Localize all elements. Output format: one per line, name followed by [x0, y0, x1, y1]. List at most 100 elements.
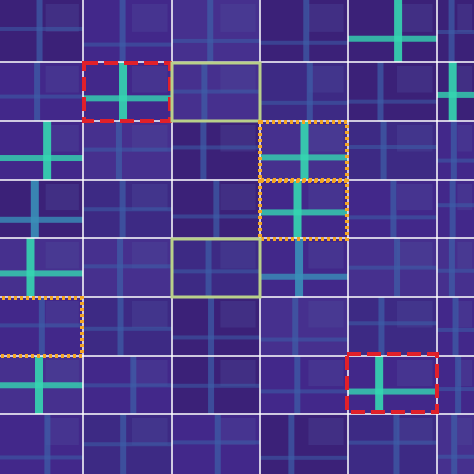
tile-texture — [396, 360, 433, 387]
stripe-v — [303, 0, 310, 62]
tile-texture — [220, 360, 256, 387]
stripe-h — [437, 387, 474, 392]
tile-texture — [308, 360, 344, 387]
stripe-h — [260, 40, 348, 45]
stripe-h — [0, 94, 83, 99]
tile — [260, 297, 348, 356]
stripe-v — [200, 121, 207, 180]
stripe-h — [260, 389, 348, 394]
stripe-h — [260, 209, 348, 216]
tile — [172, 238, 260, 297]
tile — [0, 238, 83, 297]
stripe-h — [260, 154, 348, 161]
stripe-v — [300, 121, 309, 180]
tile-texture — [396, 4, 433, 32]
stripe-h — [0, 382, 83, 389]
stripe-h — [172, 214, 260, 219]
tile-texture — [396, 66, 433, 93]
tile-texture — [308, 125, 344, 152]
stripe-h — [348, 215, 437, 220]
stripe-h — [172, 269, 260, 274]
tile-texture — [131, 125, 168, 152]
stripe-v — [448, 238, 455, 297]
stripe-h — [172, 383, 260, 388]
tile-texture — [457, 418, 473, 445]
tile — [348, 62, 437, 121]
stripe-v — [378, 297, 385, 356]
tile-texture — [308, 184, 344, 211]
stripe-v — [44, 414, 51, 474]
tile-texture — [131, 184, 168, 211]
tile — [172, 121, 260, 180]
stripe-v — [449, 180, 456, 238]
tile — [172, 0, 260, 62]
stripe-v — [26, 238, 35, 297]
stripe-h — [172, 145, 260, 150]
stripe-h — [348, 145, 437, 150]
stripe-v — [390, 180, 397, 238]
tile — [83, 297, 172, 356]
stripe-h — [0, 455, 83, 460]
stripe-h — [437, 268, 474, 273]
stripe-h — [348, 35, 437, 42]
stripe-h — [0, 216, 83, 223]
stripe-h — [83, 264, 172, 269]
tile-texture — [457, 242, 473, 269]
stripe-v — [377, 62, 384, 121]
green-box — [170, 237, 262, 299]
tile-texture — [308, 4, 344, 32]
stripe-v — [380, 121, 387, 180]
tile-texture — [457, 301, 473, 328]
stripe-h — [348, 388, 437, 395]
tile — [348, 0, 437, 62]
tile-texture — [45, 66, 79, 93]
tile — [348, 297, 437, 356]
tile-texture — [308, 418, 344, 445]
red-dashed-box — [345, 352, 439, 414]
stripe-h — [437, 158, 474, 163]
stripe-h — [83, 383, 172, 388]
tile — [348, 356, 437, 414]
tile — [83, 0, 172, 62]
stripe-v — [293, 180, 302, 238]
tile — [260, 238, 348, 297]
stripe-h — [348, 99, 437, 104]
stripe-h — [348, 321, 437, 326]
tile-texture — [131, 360, 168, 387]
tile-texture — [220, 301, 256, 328]
stripe-h — [172, 440, 260, 445]
stripe-v — [213, 180, 220, 238]
stripe-v — [375, 356, 384, 414]
tile-texture — [45, 301, 79, 328]
tile-texture — [220, 66, 256, 93]
stripe-h — [260, 273, 348, 280]
stripe-h — [172, 38, 260, 43]
stripe-h — [0, 323, 83, 328]
tile — [83, 62, 172, 121]
tile-texture — [457, 66, 473, 93]
orange-dotted-box — [0, 296, 84, 358]
tile-texture — [45, 184, 79, 211]
tile-texture — [396, 242, 433, 269]
tile — [0, 414, 83, 474]
tile-texture — [131, 301, 168, 328]
tile-texture — [308, 242, 344, 269]
tile — [437, 238, 474, 297]
tile-texture — [220, 242, 256, 269]
stripe-v — [448, 62, 457, 121]
stripe-v — [455, 356, 462, 414]
stripe-h — [437, 29, 474, 34]
tile — [0, 180, 83, 238]
stripe-v — [43, 121, 52, 180]
tile — [172, 297, 260, 356]
tile-texture — [45, 125, 79, 152]
tile-texture — [131, 418, 168, 445]
stripe-h — [172, 335, 260, 340]
tile — [260, 62, 348, 121]
stripe-v — [119, 62, 128, 121]
tile-texture — [45, 242, 79, 269]
tile-texture — [308, 301, 344, 328]
stripe-h — [260, 455, 348, 460]
stripe-v — [36, 0, 43, 62]
